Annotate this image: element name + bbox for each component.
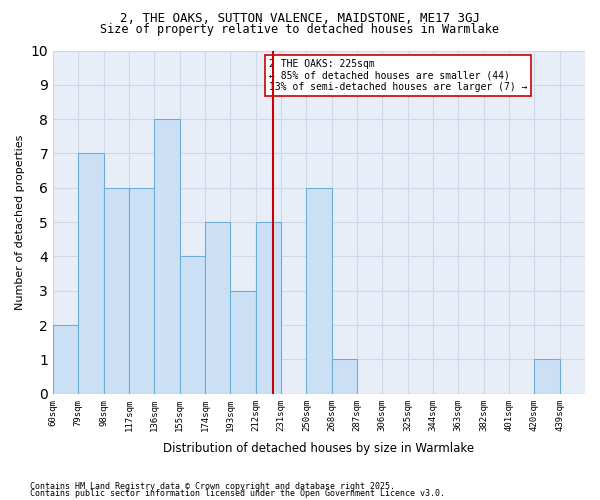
Bar: [230, 291, 256, 394]
Text: 2 THE OAKS: 225sqm
← 85% of detached houses are smaller (44)
13% of semi-detache: 2 THE OAKS: 225sqm ← 85% of detached hou…: [269, 59, 527, 92]
Text: 2, THE OAKS, SUTTON VALENCE, MAIDSTONE, ME17 3GJ: 2, THE OAKS, SUTTON VALENCE, MAIDSTONE, …: [120, 12, 480, 26]
Y-axis label: Number of detached properties: Number of detached properties: [15, 134, 25, 310]
Bar: [104, 188, 129, 394]
Bar: [179, 256, 205, 394]
Text: Contains public sector information licensed under the Open Government Licence v3: Contains public sector information licen…: [30, 488, 445, 498]
Bar: [332, 360, 357, 394]
Bar: [154, 119, 179, 394]
Bar: [205, 222, 230, 394]
Bar: [129, 188, 154, 394]
Bar: [256, 222, 281, 394]
Bar: [535, 360, 560, 394]
Text: Contains HM Land Registry data © Crown copyright and database right 2025.: Contains HM Land Registry data © Crown c…: [30, 482, 395, 491]
Bar: [307, 188, 332, 394]
Text: Size of property relative to detached houses in Warmlake: Size of property relative to detached ho…: [101, 22, 499, 36]
Bar: [53, 325, 79, 394]
X-axis label: Distribution of detached houses by size in Warmlake: Distribution of detached houses by size …: [163, 442, 475, 455]
Bar: [79, 154, 104, 394]
